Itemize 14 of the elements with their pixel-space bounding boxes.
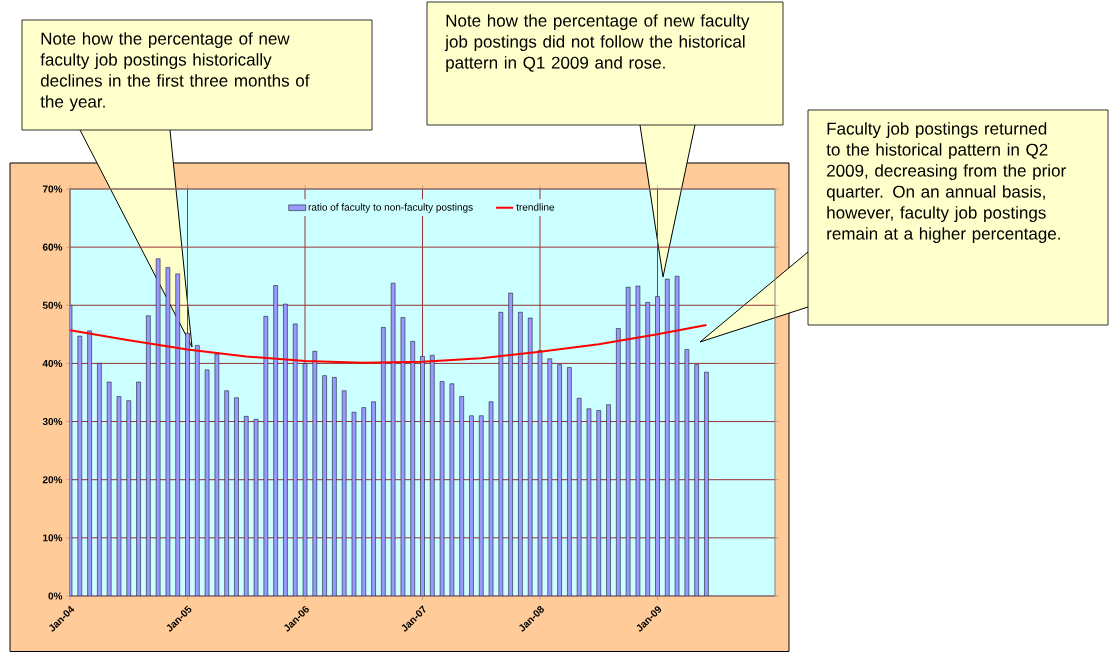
- y-tick-label: 50%: [42, 301, 63, 309]
- y-tick-label: 70%: [42, 185, 63, 193]
- line-series: [70, 324, 708, 364]
- legend-label: trendline: [516, 203, 555, 211]
- y-tick-label: 20%: [42, 476, 63, 484]
- text: Note how the percentage of new faculty job postings historically declines in the first three months of the year.: [40, 32, 310, 112]
- y-tick-label: 30%: [42, 418, 63, 426]
- text: Note how the percentage of new faculty job postings did not follow the historical pattern in Q1 2009 and rose.: [444, 14, 750, 73]
- y-tick-label: 60%: [42, 243, 63, 251]
- text: Faculty job postings returned to the historical pattern in Q2 2009, decreasing from the prior quarter. On an annual basis, however, faculty job postings remain at a higher percentage.: [826, 122, 1066, 244]
- y-tick-label: 40%: [42, 359, 63, 367]
- y-tick-label: 0%: [48, 592, 63, 600]
- legend-label: ratio of faculty to non-faculty postings: [308, 203, 473, 213]
- y-tick-label: 10%: [43, 534, 63, 542]
